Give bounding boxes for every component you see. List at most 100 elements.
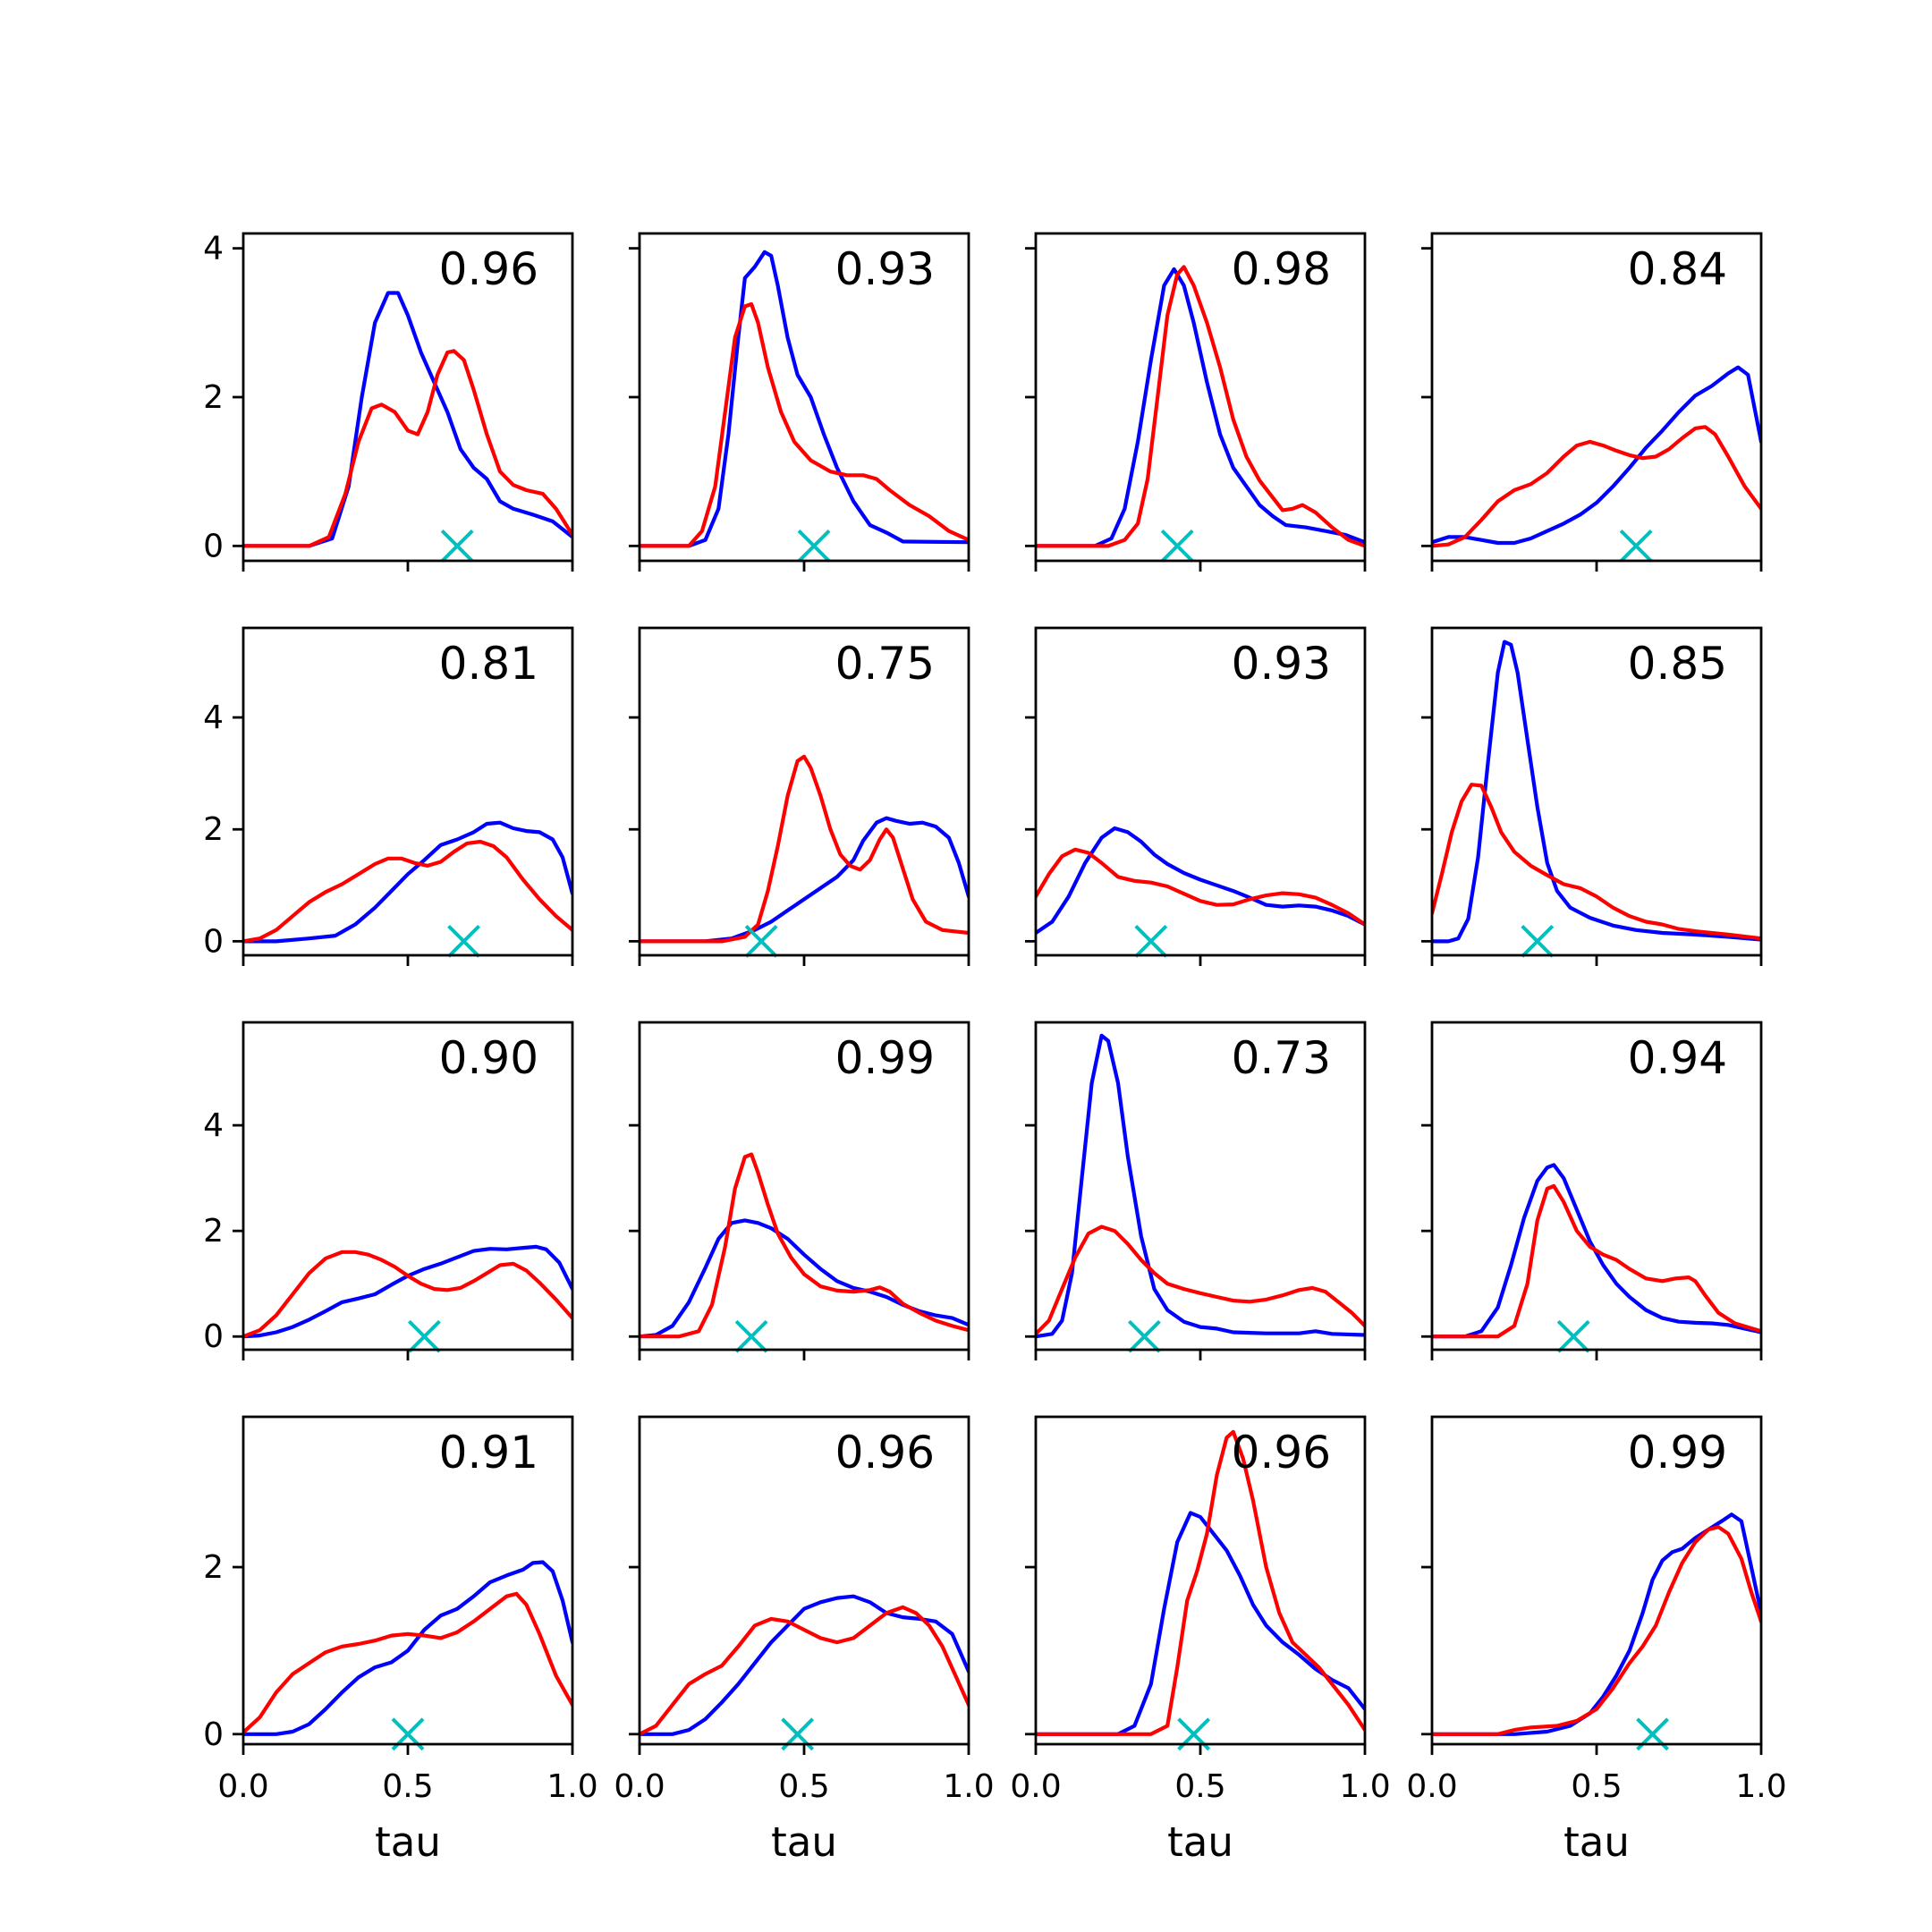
red-series-line — [640, 1605, 969, 1736]
subplot-1-3: 0.98 — [1025, 232, 1367, 572]
blue-series-line — [640, 1594, 969, 1736]
red-series-line — [1432, 1525, 1761, 1736]
subplot-4-1: 0 2 0.0 0.5 1.0 tau 0.91 — [203, 1415, 598, 1866]
red-series-line — [1432, 783, 1761, 941]
red-series-line — [1036, 1224, 1365, 1336]
y-tick-label: 0 — [203, 528, 224, 564]
y-tick-label: 4 — [203, 699, 224, 736]
blue-series-line — [1432, 365, 1761, 546]
x-tick-label: 0.0 — [614, 1768, 665, 1805]
red-series-line — [640, 301, 969, 548]
subplot-2-4: 0.85 — [1421, 626, 1763, 966]
x-marker — [734, 1319, 768, 1353]
y-tick-label: 4 — [203, 1107, 224, 1144]
x-tick-label: 0.5 — [382, 1768, 433, 1805]
blue-series-line — [1036, 1511, 1365, 1736]
subplot-1-1: 0 2 4 0.96 — [203, 231, 574, 572]
x-tick-label: 0.5 — [1174, 1768, 1225, 1805]
y-tick-label: 0 — [203, 1716, 224, 1753]
subplot-2-3: 0.93 — [1025, 626, 1367, 966]
subplot-1-4: 0.84 — [1421, 232, 1763, 572]
x-marker — [797, 529, 831, 563]
subplot-4-3: 0.0 0.5 1.0 tau 0.96 — [1010, 1415, 1391, 1866]
blue-series-line — [1036, 826, 1365, 936]
y-tick-label: 0 — [203, 1318, 224, 1355]
x-marker — [1521, 924, 1555, 958]
panel-annotation: 0.81 — [439, 638, 538, 690]
x-marker — [1128, 1319, 1161, 1353]
panel-annotation: 0.99 — [1628, 1427, 1727, 1479]
panel-annotation: 0.96 — [1232, 1427, 1331, 1479]
x-axis-label: tau — [1167, 1818, 1233, 1866]
red-series-line — [1036, 847, 1365, 927]
y-tick-label: 2 — [203, 1213, 224, 1250]
blue-series-line — [1432, 1513, 1761, 1736]
panel-annotation: 0.99 — [835, 1032, 935, 1084]
x-tick-label: 1.0 — [943, 1768, 994, 1805]
x-marker — [1134, 924, 1168, 958]
x-tick-label: 0.5 — [1571, 1768, 1622, 1805]
x-marker — [407, 1319, 441, 1353]
blue-series-line — [243, 820, 572, 944]
blue-series-line — [243, 1244, 572, 1339]
panel-annotation: 0.84 — [1628, 243, 1727, 295]
panel-annotation: 0.91 — [439, 1427, 538, 1479]
subplot-2-1: 0 2 4 0.81 — [203, 626, 574, 966]
x-marker — [447, 924, 480, 958]
x-tick-label: 0.0 — [1010, 1768, 1061, 1805]
x-marker — [744, 924, 778, 958]
y-tick-label: 2 — [203, 811, 224, 848]
red-series-line — [243, 349, 572, 548]
blue-series-line — [640, 816, 969, 944]
red-series-line — [1432, 1183, 1761, 1339]
y-tick-label: 0 — [203, 923, 224, 960]
subplot-3-3: 0.73 — [1025, 1021, 1367, 1360]
x-tick-label: 1.0 — [1339, 1768, 1390, 1805]
x-tick-label: 0.5 — [778, 1768, 829, 1805]
panel-annotation: 0.98 — [1232, 243, 1331, 295]
x-tick-label: 1.0 — [1735, 1768, 1786, 1805]
subplot-3-4: 0.94 — [1421, 1021, 1763, 1360]
panel-annotation: 0.90 — [439, 1032, 538, 1084]
x-axis-label: tau — [375, 1818, 441, 1866]
red-series-line — [1036, 265, 1365, 548]
y-tick-label: 2 — [203, 1549, 224, 1586]
blue-series-line — [640, 250, 969, 548]
red-series-line — [1432, 425, 1761, 548]
x-tick-label: 1.0 — [547, 1768, 597, 1805]
y-tick-label: 4 — [203, 231, 224, 267]
panel-annotation: 0.75 — [835, 638, 935, 690]
x-marker — [440, 529, 474, 563]
red-series-line — [1036, 1429, 1365, 1736]
red-series-line — [640, 754, 969, 944]
red-series-line — [640, 1152, 969, 1339]
subplot-4-4: 0.0 0.5 1.0 tau 0.99 — [1406, 1415, 1787, 1866]
x-axis-label: tau — [1563, 1818, 1630, 1866]
subplot-3-2: 0.99 — [629, 1021, 970, 1360]
subplot-1-2: 0.93 — [629, 232, 970, 572]
y-tick-label: 2 — [203, 379, 224, 416]
x-marker — [1160, 529, 1194, 563]
subplot-4-2: 0.0 0.5 1.0 tau 0.96 — [614, 1415, 995, 1866]
red-series-line — [243, 839, 572, 944]
panel-annotation: 0.93 — [1232, 638, 1331, 690]
blue-series-line — [1432, 1163, 1761, 1339]
panel-annotation: 0.73 — [1232, 1032, 1331, 1084]
red-series-line — [243, 1250, 572, 1339]
panel-annotation: 0.94 — [1628, 1032, 1727, 1084]
subplot-2-2: 0.75 — [629, 626, 970, 966]
blue-series-line — [1036, 1033, 1365, 1339]
subplot-3-1: 0 2 4 0.90 — [203, 1021, 574, 1360]
blue-series-line — [1432, 640, 1761, 944]
x-marker — [1556, 1319, 1590, 1353]
red-series-line — [243, 1591, 572, 1735]
blue-series-line — [243, 1560, 572, 1736]
panel-annotation: 0.93 — [835, 243, 935, 295]
subplot-grid: 0 2 4 0.96 0.93 0.98 0.84 0 2 4 0.81 0.75 0.93 0.85 0 2… — [203, 231, 1787, 1866]
x-tick-label: 0.0 — [217, 1768, 268, 1805]
panel-annotation: 0.96 — [835, 1427, 935, 1479]
panel-annotation: 0.85 — [1628, 638, 1727, 690]
x-marker — [1619, 529, 1653, 563]
